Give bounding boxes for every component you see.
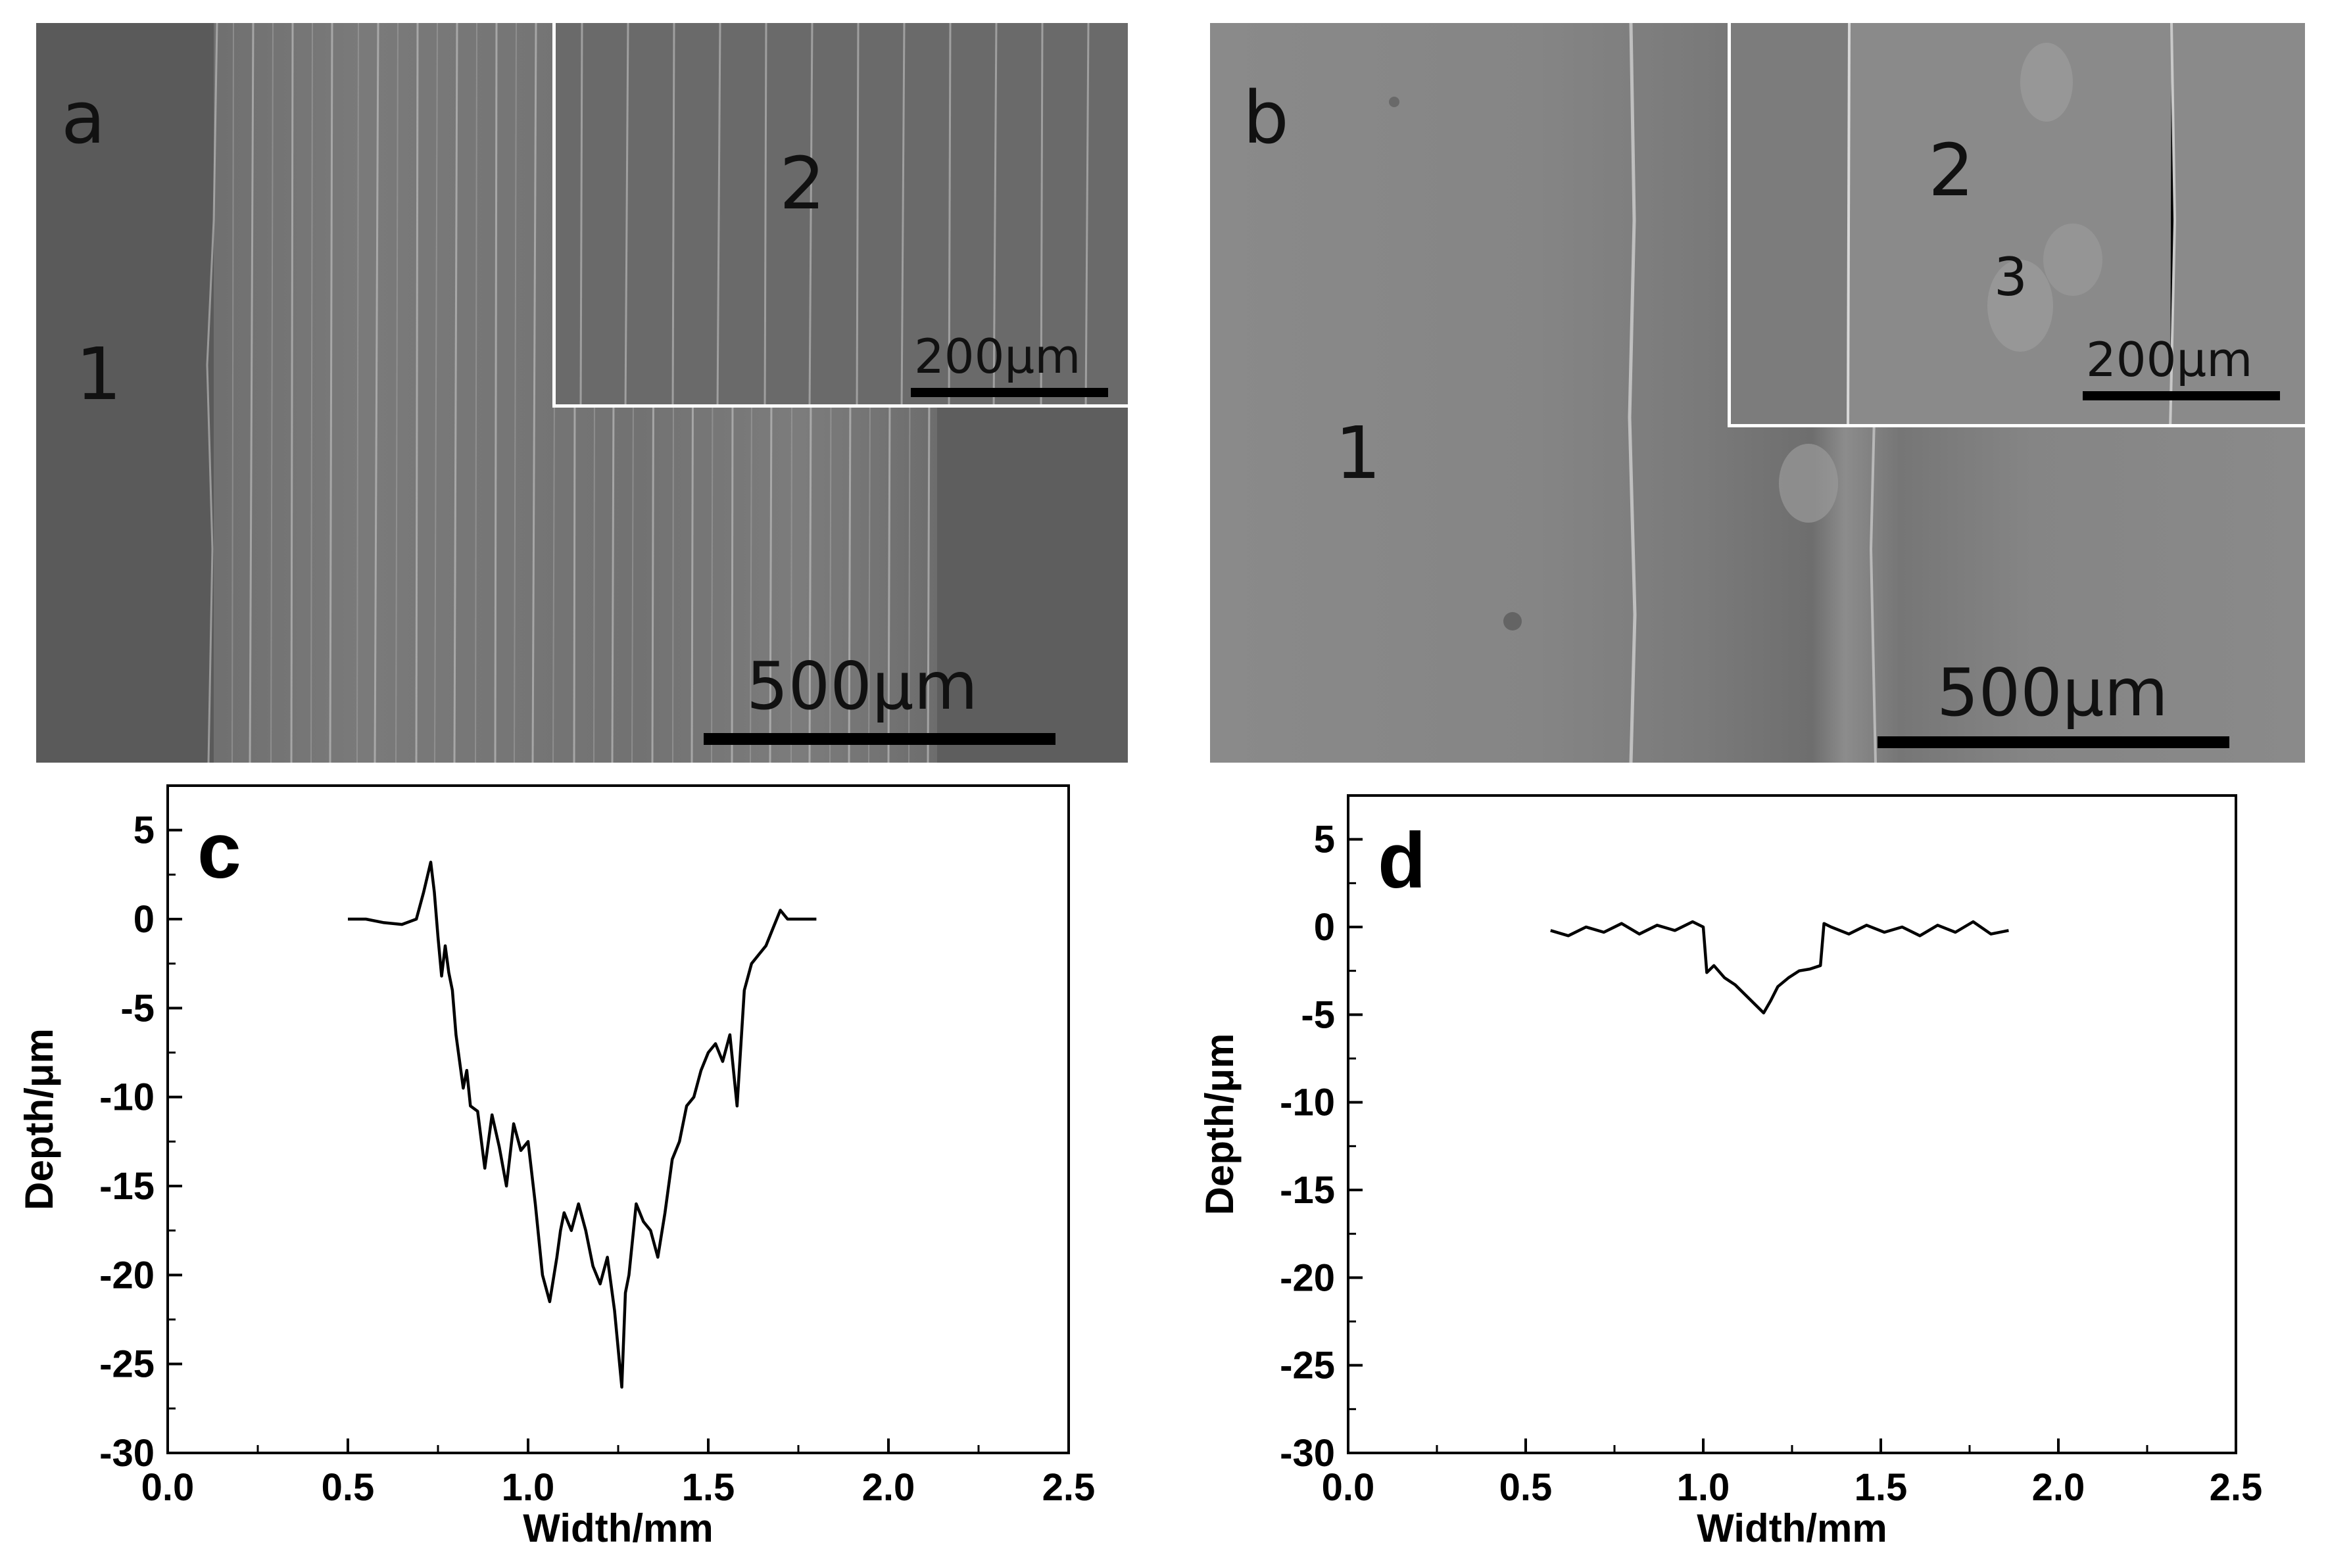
x-tick-label-d: 2.5 bbox=[2210, 1466, 2263, 1509]
sem-a-texture bbox=[36, 23, 1128, 763]
plot-frame-c bbox=[166, 784, 1070, 1454]
region-label-a-1: 1 bbox=[76, 332, 122, 416]
inset-a-texture bbox=[579, 23, 1090, 404]
depth-profile-line-d bbox=[1550, 920, 2009, 1014]
x-tick-label-d: 1.0 bbox=[1677, 1466, 1730, 1509]
inset-scale-bar-a bbox=[911, 388, 1108, 397]
y-axis-label-d: Depth/μm bbox=[1198, 1033, 1242, 1216]
sem-b-texture bbox=[1389, 23, 1877, 763]
x-tick-label-d: 0.0 bbox=[1322, 1466, 1375, 1509]
x-axis-label-c: Width/mm bbox=[523, 1506, 713, 1550]
panel-letter-d: d bbox=[1378, 817, 1426, 905]
y-tick-label-c: -5 bbox=[120, 987, 155, 1030]
y-tick-label-c: -15 bbox=[99, 1165, 155, 1208]
x-axis-label-d: Width/mm bbox=[1697, 1506, 1887, 1550]
x-tick-label-c: 0.5 bbox=[322, 1466, 375, 1509]
y-tick-label-c: -30 bbox=[99, 1432, 155, 1475]
main-scale-label-a: 500μm bbox=[746, 648, 978, 725]
y-tick-label-c: -10 bbox=[99, 1076, 155, 1119]
y-tick-label-d: -30 bbox=[1280, 1432, 1335, 1475]
inset-b-texture bbox=[1731, 23, 2177, 424]
region-label-b-1: 1 bbox=[1335, 411, 1381, 495]
sem-image-b: 2 3 200μm b 1 500μm bbox=[1210, 23, 2305, 763]
depth-profile-line-c bbox=[348, 861, 817, 1389]
y-tick-label-d: -10 bbox=[1280, 1081, 1335, 1124]
inset-scale-label-b: 200μm bbox=[2086, 332, 2253, 387]
inset-scale-label-a: 200μm bbox=[914, 329, 1081, 384]
main-scale-label-b: 500μm bbox=[1937, 654, 2168, 731]
panel-letter-b: b bbox=[1243, 76, 1289, 160]
region-label-b-3: 3 bbox=[1994, 247, 2027, 308]
x-tick-label-c: 2.0 bbox=[862, 1466, 915, 1509]
y-tick-label-d: -20 bbox=[1280, 1256, 1335, 1299]
y-tick-label-d: -5 bbox=[1301, 993, 1335, 1036]
x-tick-label-d: 2.0 bbox=[2032, 1466, 2085, 1509]
y-tick-label-d: 0 bbox=[1314, 906, 1335, 949]
inset-image-a: 2 200μm bbox=[552, 23, 1128, 408]
x-tick-label-c: 1.5 bbox=[682, 1466, 735, 1509]
inset-image-b: 2 3 200μm bbox=[1728, 23, 2305, 427]
plot-frame-d bbox=[1347, 794, 2237, 1454]
y-axis-label-c: Depth/μm bbox=[17, 1028, 61, 1210]
y-tick-label-d: 5 bbox=[1314, 819, 1335, 861]
y-tick-label-c: -20 bbox=[99, 1254, 155, 1296]
region-label-b-2: 2 bbox=[1928, 128, 1974, 212]
y-tick-label-c: 0 bbox=[133, 898, 155, 941]
x-tick-label-c: 1.0 bbox=[502, 1466, 555, 1509]
x-tick-label-c: 2.5 bbox=[1042, 1466, 1096, 1509]
panel-letter-c: c bbox=[197, 807, 241, 895]
y-tick-label-d: -25 bbox=[1280, 1344, 1335, 1387]
x-tick-label-d: 1.5 bbox=[1855, 1466, 1908, 1509]
x-tick-label-c: 0.0 bbox=[141, 1466, 195, 1509]
y-tick-label-c: 5 bbox=[133, 809, 155, 852]
region-label-a-2: 2 bbox=[779, 141, 825, 226]
sem-image-a: 2 200μm a 1 500μm bbox=[36, 23, 1128, 763]
y-tick-label-c: -25 bbox=[99, 1343, 155, 1386]
panel-letter-a: a bbox=[61, 76, 106, 160]
main-scale-bar-a bbox=[704, 733, 1055, 745]
x-tick-label-d: 0.5 bbox=[1499, 1466, 1553, 1509]
main-scale-bar-b bbox=[1878, 736, 2229, 748]
inset-scale-bar-b bbox=[2083, 391, 2280, 400]
y-tick-label-d: -15 bbox=[1280, 1169, 1335, 1212]
